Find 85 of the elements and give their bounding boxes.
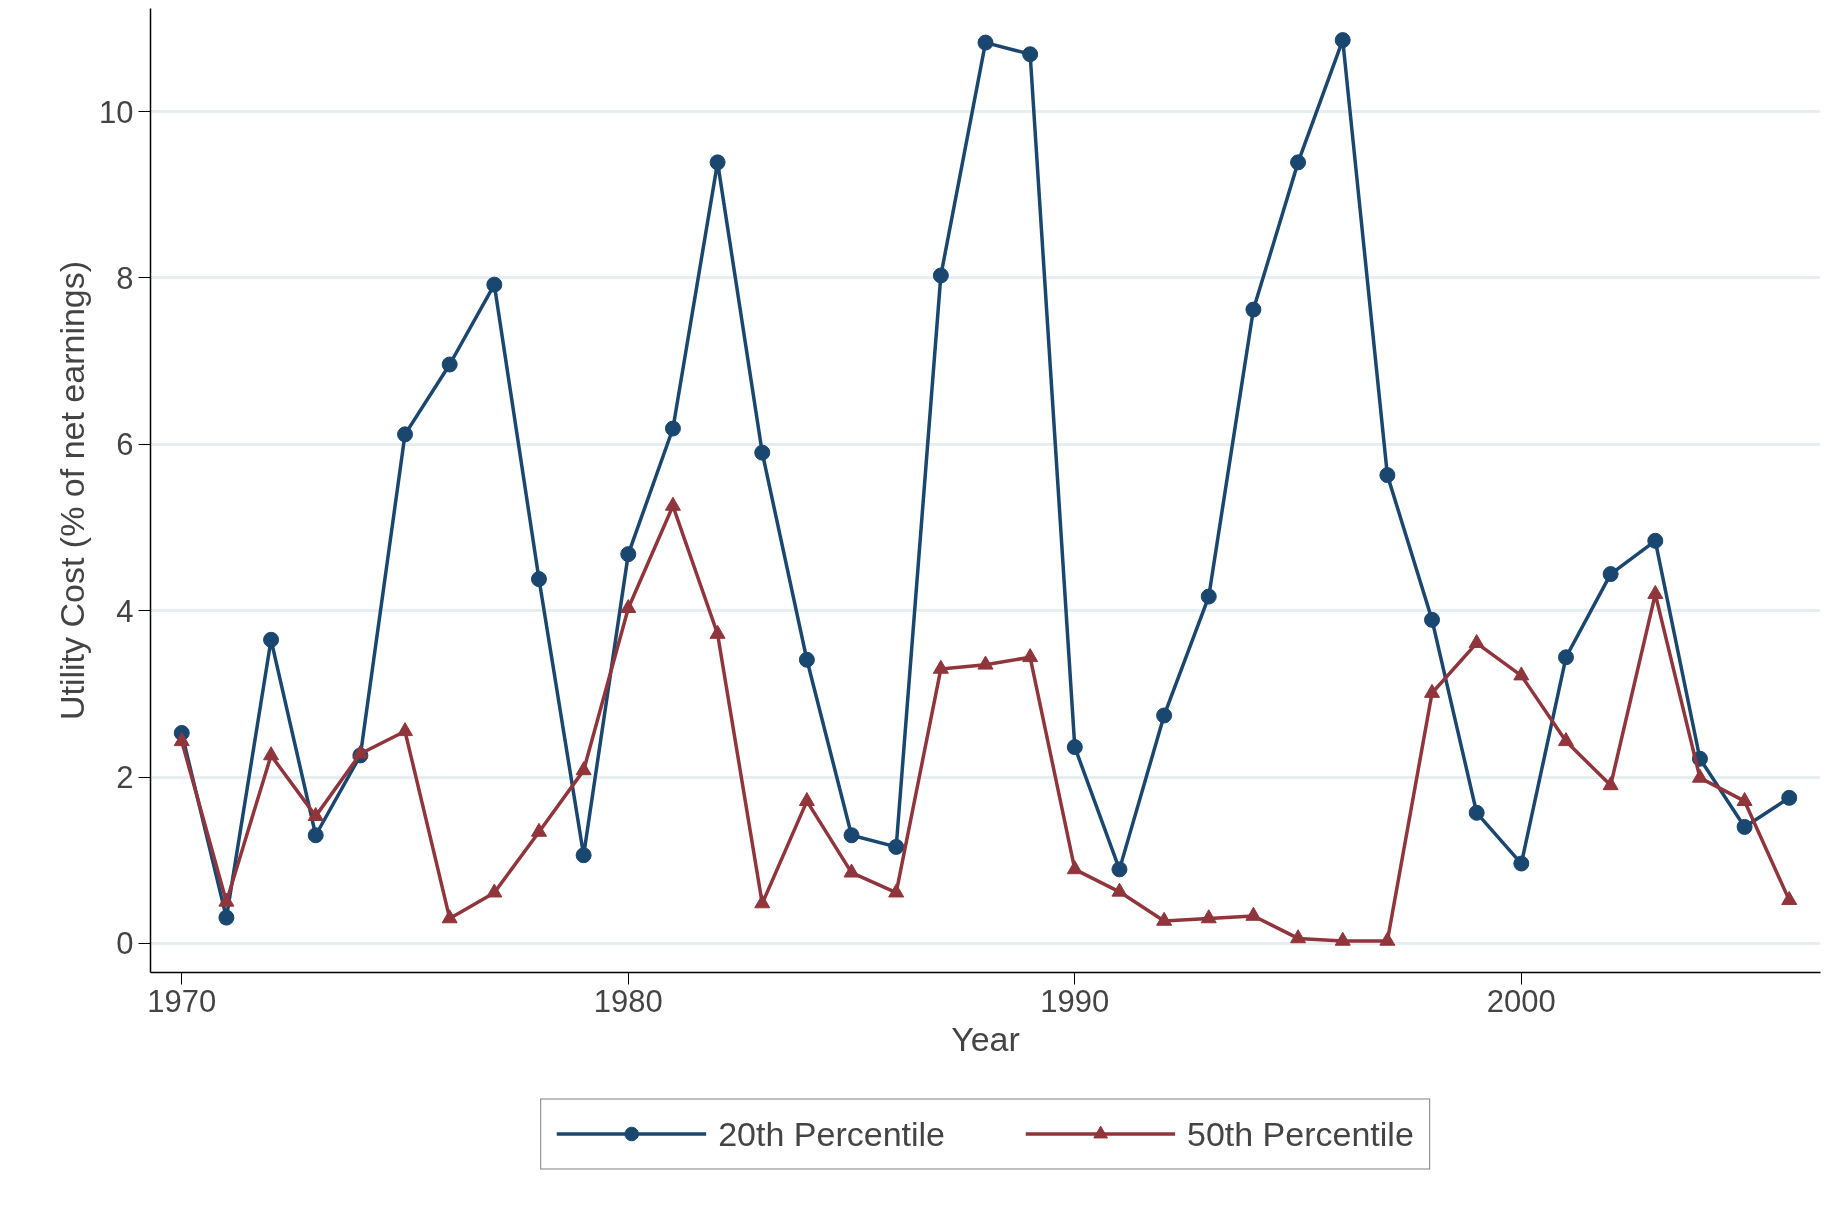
point [1781,789,1798,806]
point [888,883,905,898]
point [1066,739,1083,756]
point [1781,890,1798,905]
point [263,631,280,648]
point [1290,929,1307,944]
point [1513,666,1530,681]
y-tick-label: 4 [116,593,134,629]
x-tick-label: 1990 [1040,983,1110,1019]
point [575,761,592,776]
point [1736,792,1753,806]
point [1245,906,1262,921]
point [1200,909,1217,924]
point [1736,818,1753,835]
point [932,659,949,674]
point [1424,611,1441,628]
point [575,847,592,864]
point [620,546,637,563]
point [709,624,726,639]
y-axis-title: Utility Cost (% of net earnings) [53,260,92,721]
x-axis-title: Year [951,1019,1020,1058]
y-tick-label: 6 [116,427,134,463]
point [977,34,994,51]
point [1602,566,1619,583]
point [977,655,994,670]
point [1557,649,1574,666]
point [1022,46,1039,63]
point [218,892,235,907]
point [263,746,280,761]
point [486,883,503,898]
point [1156,911,1173,926]
point [1647,532,1664,549]
point [843,863,860,878]
point [1513,855,1530,872]
point [754,894,771,909]
point [1334,931,1351,946]
point [1379,467,1396,484]
point [754,444,771,461]
point [486,276,503,293]
point [1290,154,1307,171]
point [1066,860,1083,875]
y-tick-label: 8 [116,260,134,296]
point [530,571,547,588]
point [1468,804,1485,821]
point [1245,301,1262,318]
point [1557,732,1574,747]
x-tick-label: 1970 [147,983,217,1019]
point [1647,584,1664,599]
point [932,267,949,284]
y-tick-label: 10 [99,94,134,130]
point [1111,861,1128,878]
y-tick-label: 2 [116,760,134,796]
point [1424,683,1441,698]
point [441,909,458,924]
point [1200,588,1217,605]
point [173,732,190,747]
point [1334,32,1351,49]
point [1156,707,1173,724]
point [1691,768,1708,783]
point [798,792,815,806]
point [620,599,637,614]
point [1602,776,1619,791]
point [530,822,547,837]
point [441,356,458,373]
y-tick-label: 0 [116,926,134,962]
point [843,827,860,844]
point [709,154,726,171]
point [397,426,414,443]
x-tick-label: 1980 [593,983,663,1019]
point [798,651,815,668]
point [664,420,681,437]
point [307,806,324,821]
point [1111,882,1128,897]
point [888,838,905,855]
legend-label: 50th Percentile [1187,1114,1414,1153]
point [1468,633,1485,648]
point [1379,931,1396,946]
point [218,909,235,926]
legend-label: 20th Percentile [718,1114,945,1153]
point [397,722,414,737]
point [664,496,681,511]
x-tick-label: 2000 [1486,983,1556,1019]
point [307,827,324,844]
point [1022,648,1039,663]
point [352,744,369,759]
